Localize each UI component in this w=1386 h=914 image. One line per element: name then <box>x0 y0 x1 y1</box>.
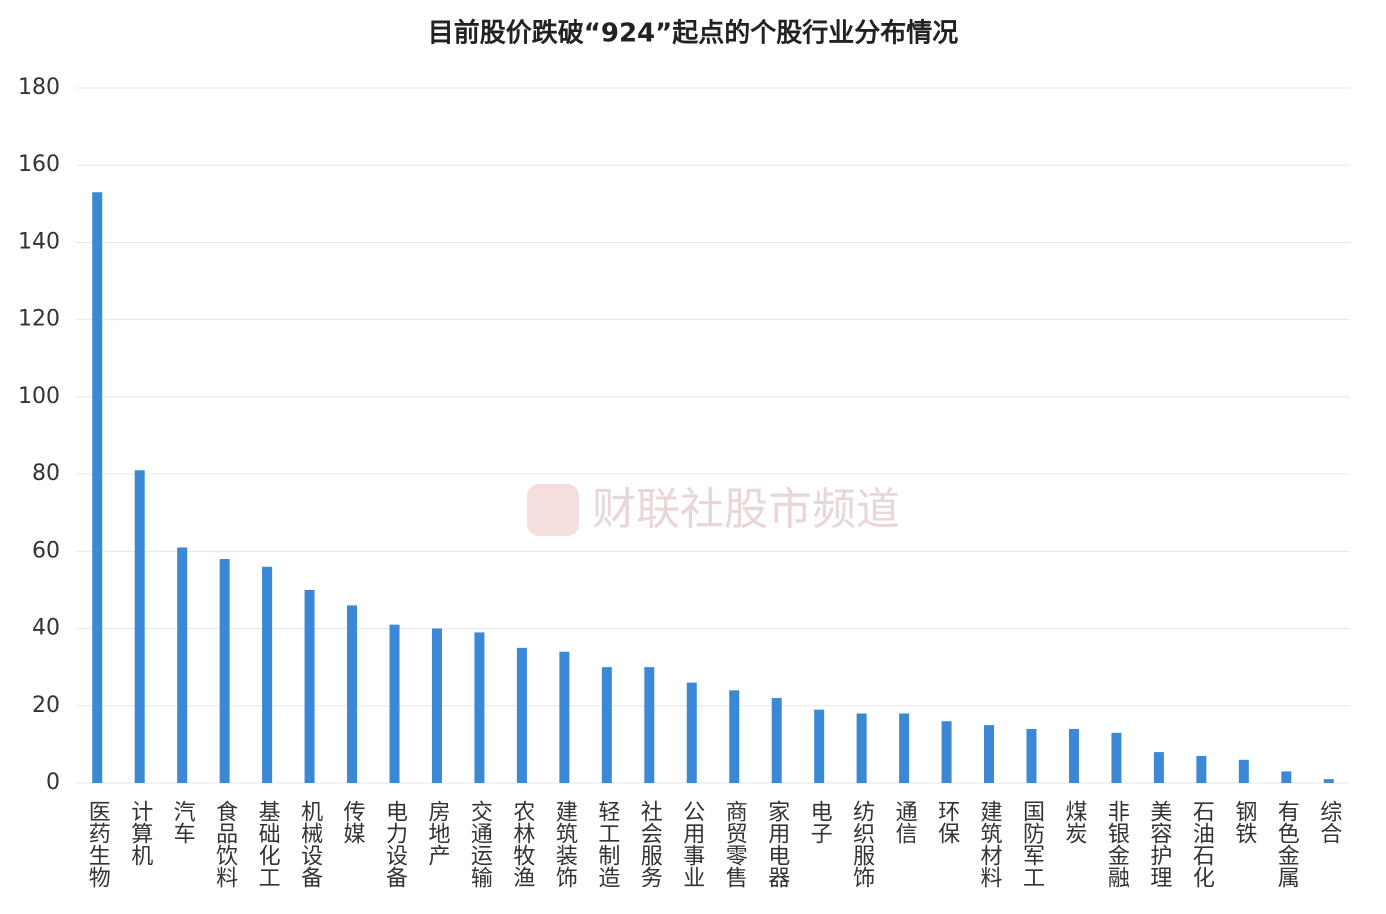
x-tick-label: 煤炭 <box>1061 800 1087 844</box>
y-tick-label: 120 <box>18 307 60 332</box>
x-tick-label: 美容护理 <box>1146 800 1172 888</box>
x-tick-label: 有色金属 <box>1274 800 1300 888</box>
bar <box>644 667 655 783</box>
bar <box>431 628 442 783</box>
bar <box>729 690 740 783</box>
x-tick-label: 汽车 <box>170 800 196 844</box>
bar <box>1323 779 1334 783</box>
bar <box>1238 759 1249 783</box>
x-tick-label: 国防军工 <box>1019 800 1044 888</box>
bar <box>601 667 612 783</box>
x-tick-label: 钢铁 <box>1231 800 1257 844</box>
bar <box>856 713 867 783</box>
bar <box>389 624 400 783</box>
x-tick-label: 医药生物 <box>85 800 111 888</box>
bar <box>984 725 995 783</box>
y-tick-label: 40 <box>32 616 60 641</box>
y-tick-label: 20 <box>32 693 60 718</box>
bar <box>134 470 145 783</box>
bar <box>686 682 697 783</box>
bar <box>219 559 230 783</box>
watermark: 财联社股市频道 <box>592 484 900 535</box>
x-tick-label: 交通运输 <box>467 800 493 888</box>
chart-title: 目前股价跌破“924”起点的个股行业分布情况 <box>428 18 958 49</box>
bar <box>559 651 570 783</box>
x-tick-label: 农林牧渔 <box>509 800 535 888</box>
bar <box>347 605 358 783</box>
x-tick-label: 通信 <box>892 800 918 844</box>
x-tick-label: 电子 <box>807 800 832 844</box>
x-tick-label: 房地产 <box>424 800 450 866</box>
bar <box>771 698 782 783</box>
y-tick-label: 0 <box>46 770 60 795</box>
x-tick-label: 社会服务 <box>637 800 663 888</box>
bar <box>1068 728 1079 783</box>
bar <box>941 721 952 783</box>
bar <box>814 709 825 783</box>
x-tick-label: 电力设备 <box>382 800 408 888</box>
x-tick-label: 食品饮料 <box>212 800 238 888</box>
y-tick-label: 140 <box>18 229 60 254</box>
bar <box>262 566 273 783</box>
x-tick-label: 石油石化 <box>1189 800 1215 888</box>
bar <box>899 713 910 783</box>
bar <box>1196 755 1207 783</box>
y-tick-label: 160 <box>18 152 60 177</box>
x-tick-label: 公用事业 <box>679 800 705 888</box>
x-tick-label: 家用电器 <box>764 800 790 888</box>
bar <box>1111 732 1122 783</box>
x-tick-label: 轻工制造 <box>594 800 620 888</box>
bar <box>1281 771 1292 783</box>
y-tick-label: 100 <box>18 384 60 409</box>
x-tick-label: 商贸零售 <box>722 800 748 888</box>
x-tick-label: 纺织服饰 <box>849 800 875 888</box>
x-tick-label: 机械设备 <box>297 800 323 888</box>
bar <box>92 192 103 783</box>
x-tick-label: 计算机 <box>127 800 153 866</box>
x-tick-label: 基础化工 <box>255 800 281 888</box>
bar <box>1026 728 1037 783</box>
watermark-logo <box>527 484 579 536</box>
bar <box>304 589 315 783</box>
x-tick-label: 建筑材料 <box>977 800 1003 888</box>
bar <box>516 647 527 783</box>
x-tick-label: 传媒 <box>340 800 366 844</box>
y-tick-label: 80 <box>32 461 60 486</box>
bar <box>1153 752 1164 783</box>
x-tick-label: 非银金融 <box>1104 800 1130 888</box>
x-tick-label: 综合 <box>1316 800 1342 844</box>
bar <box>474 632 485 783</box>
y-tick-label: 180 <box>18 75 60 100</box>
x-tick-label: 建筑装饰 <box>552 800 578 888</box>
y-tick-label: 60 <box>32 538 60 563</box>
bar <box>177 547 188 783</box>
x-tick-label: 环保 <box>934 800 960 844</box>
